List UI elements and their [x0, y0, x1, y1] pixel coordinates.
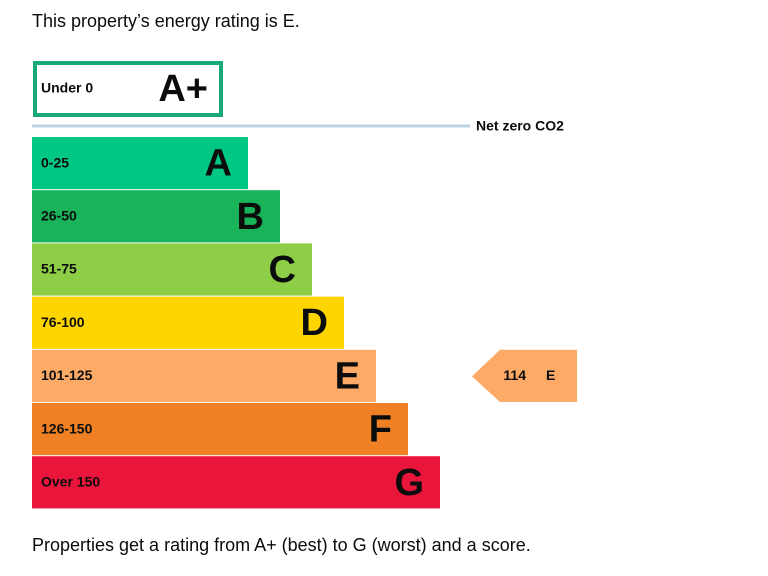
band-range: 76-100 [41, 314, 85, 330]
current-score: 114 [503, 367, 526, 383]
band-bar [32, 456, 440, 509]
band-bar [32, 243, 312, 296]
top-band-range: Under 0 [41, 80, 93, 96]
current-rating-arrow [472, 349, 577, 402]
footer-text: Properties get a rating from A+ (best) t… [32, 535, 531, 555]
band-range: 26-50 [41, 208, 77, 224]
top-band-box [33, 61, 223, 117]
current-letter: E [546, 367, 555, 383]
band-bar [32, 349, 376, 402]
band-range: 101-125 [41, 367, 93, 383]
band-letter: G [394, 462, 424, 504]
band-letter: A [205, 143, 232, 185]
band-range: 0-25 [41, 154, 69, 170]
top-band-letter: A+ [158, 68, 208, 110]
band-bar [32, 403, 408, 456]
header-text: This property’s energy rating is E. [32, 11, 300, 31]
band-range: Over 150 [41, 474, 100, 490]
band-letter: C [269, 249, 296, 291]
band-bar [32, 190, 280, 243]
band-bar [32, 296, 344, 349]
band-letter: B [237, 196, 264, 238]
band-range: 126-150 [41, 420, 93, 436]
band-letter: E [335, 355, 360, 397]
band-letter: D [301, 302, 328, 344]
band-range: 51-75 [41, 261, 77, 277]
band-letter: F [369, 409, 392, 451]
net-zero-label: Net zero CO2 [476, 118, 564, 134]
band-bar [32, 137, 248, 190]
